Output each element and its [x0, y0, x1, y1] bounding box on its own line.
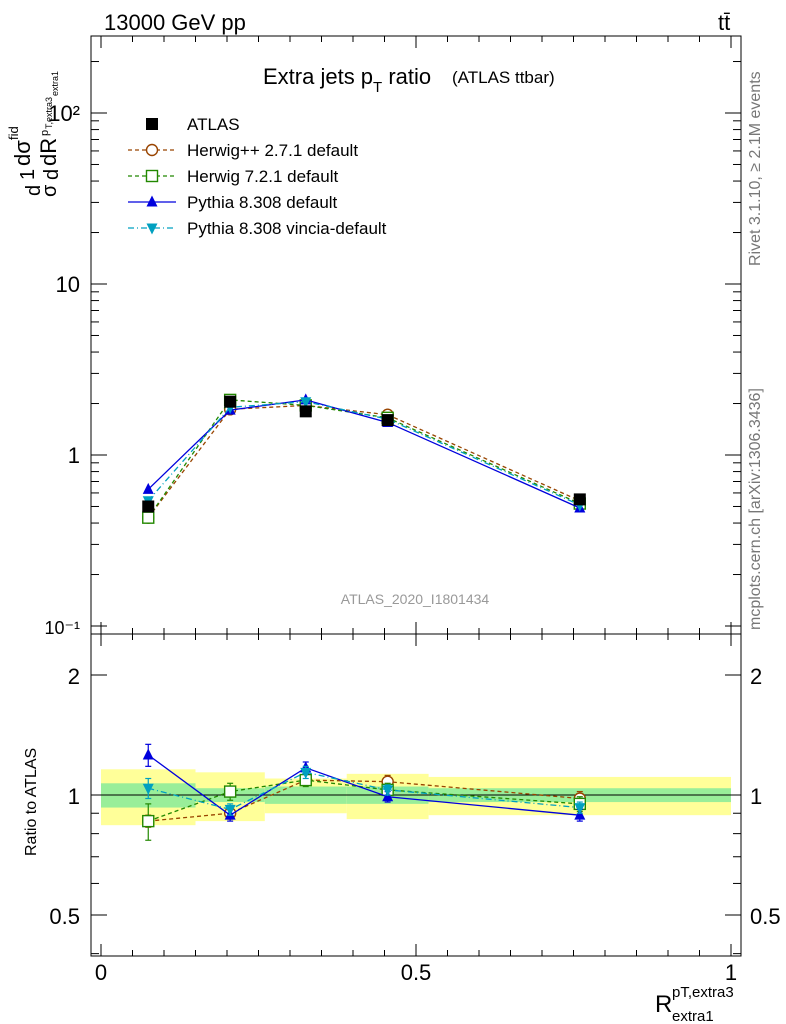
legend-marker: [145, 169, 159, 183]
legend-entry: Herwig 7.2.1 default: [128, 167, 338, 186]
ratio-point: [142, 748, 154, 760]
lower-ylabel: Ratio to ATLAS: [23, 748, 40, 856]
upper-ytick-label: 1: [68, 443, 80, 468]
svg-text:p: p: [39, 130, 51, 136]
energy-label: 13000 GeV pp: [104, 10, 246, 35]
upper-ylabel: d σ 1 d dσ fid dR p T,extra3 extra1: [6, 71, 63, 197]
svg-text:T,extra3: T,extra3: [44, 97, 54, 129]
series-herwig-2-7-1-default: [142, 399, 586, 828]
title-main: Extra jets p: [263, 64, 373, 89]
data-point: [299, 405, 312, 418]
process-label: tt̄: [718, 10, 730, 35]
data-point: [142, 482, 154, 494]
series-layer: [142, 393, 586, 841]
legend-label: Herwig++ 2.7.1 default: [187, 141, 358, 160]
rivet-label: Rivet 3.1.10, ≥ 2.1M events: [747, 71, 764, 266]
svg-text:dR: dR: [36, 138, 61, 166]
series-line-upper: [147, 399, 581, 519]
title-sub: T: [373, 79, 382, 96]
legend-marker: [145, 143, 159, 157]
lower-ytick-label-right: 1: [750, 784, 762, 809]
axis-ticks: [91, 36, 741, 956]
data-point: [573, 493, 586, 506]
lower-ytick-label-right: 2: [750, 664, 762, 689]
svg-text:σ: σ: [39, 184, 61, 197]
svg-text:pT,extra3: pT,extra3: [672, 984, 734, 1001]
svg-text:1: 1: [17, 169, 39, 180]
svg-text:d: d: [23, 185, 45, 196]
data-point: [381, 414, 394, 427]
legend-label: Herwig 7.2.1 default: [187, 167, 338, 186]
xtick-label: 0: [95, 960, 107, 985]
xtick-label: 0.5: [401, 960, 432, 985]
data-point: [300, 397, 312, 409]
ratio-point: [382, 785, 394, 797]
lower-ytick-label-right: 0.5: [750, 904, 781, 929]
title-paren: (ATLAS ttbar): [452, 68, 555, 87]
svg-text:dσ: dσ: [10, 140, 35, 166]
svg-text:fid: fid: [6, 126, 21, 140]
svg-text:extra1: extra1: [672, 1008, 714, 1024]
upper-ytick-label: 10²: [48, 101, 80, 126]
series-line-ratio: [148, 771, 580, 811]
data-point: [142, 511, 155, 524]
ratio-point: [224, 804, 236, 816]
plot-title: Extra jets pT ratio (ATLAS ttbar): [263, 64, 555, 96]
legend-entry: Pythia 8.308 vincia-default: [128, 219, 387, 238]
svg-text:R: R: [655, 991, 672, 1018]
legend-label: Pythia 8.308 vincia-default: [187, 219, 387, 238]
svg-text:Extra jets pT ratio: Extra jets pT ratio: [263, 64, 431, 96]
legend-entry: ATLAS: [146, 115, 240, 134]
title-ratio: ratio: [382, 64, 431, 89]
legend-label: ATLAS: [187, 115, 240, 134]
legend-entry: Pythia 8.308 default: [128, 193, 338, 212]
legend-marker: [146, 223, 158, 235]
analysis-watermark: ATLAS_2020_I1801434: [341, 591, 490, 607]
svg-text:extra1: extra1: [50, 71, 60, 96]
series-line-upper: [147, 399, 581, 509]
series-line-upper: [147, 401, 581, 506]
legend-entry: Herwig++ 2.7.1 default: [128, 141, 358, 160]
ratio-point: [223, 785, 237, 798]
series-atlas: [142, 395, 586, 513]
lower-ytick-label: 2: [68, 664, 80, 689]
legend-marker: [146, 118, 158, 130]
legend: ATLAS Herwig++ 2.7.1 default Herwig 7.2.1 …: [128, 115, 387, 238]
data-point: [142, 500, 155, 513]
ratio-point: [574, 803, 586, 815]
svg-text:d: d: [41, 169, 63, 180]
ratio-point: [300, 767, 312, 779]
legend-marker: [146, 195, 158, 207]
upper-ytick-label: 10: [56, 272, 80, 297]
ratio-point: [142, 814, 155, 828]
lower-ytick-label: 1: [68, 784, 80, 809]
series-pythia-8-308-default: [142, 393, 586, 822]
series-line-upper: [147, 404, 581, 519]
upper-ytick-label: 10⁻¹: [44, 618, 80, 638]
uncertainty-bands: [101, 769, 731, 826]
xtick-label: 1: [725, 960, 737, 985]
ratio-point: [574, 808, 586, 820]
xlabel: R pT,extra3 extra1: [655, 984, 734, 1024]
ratio-point: [142, 783, 154, 795]
legend-label: Pythia 8.308 default: [187, 193, 338, 212]
mcplots-label: mcplots.cern.ch [arXiv:1306.3436]: [747, 388, 764, 630]
data-point: [224, 395, 237, 408]
lower-ytick-label: 0.5: [49, 904, 80, 929]
